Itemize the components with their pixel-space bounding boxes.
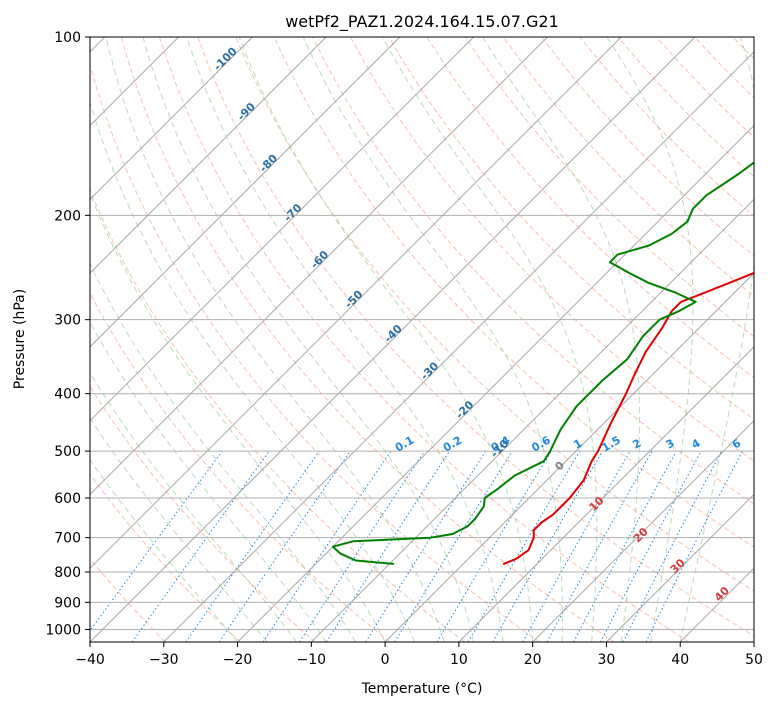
mixing-ratio-line: [90, 450, 223, 632]
dry-adiabat-line: [90, 557, 166, 642]
mixing-ratio-line: [131, 450, 270, 642]
temperature-profile-line: [502, 271, 754, 565]
isotherm-line: [90, 37, 401, 348]
moist-adiabat-line: [186, 37, 504, 642]
x-tick-label: −30: [149, 652, 179, 668]
dry-adiabat-line: [90, 473, 241, 642]
y-tick-label: 700: [54, 531, 81, 547]
mixing-ratio-line: [645, 450, 743, 642]
x-tick-label: 50: [745, 652, 763, 668]
isotherm-line: [90, 37, 622, 569]
isotherm-line: [310, 198, 754, 642]
moist-adiabat-line: [142, 37, 475, 642]
dewpoint-profile-line: [331, 161, 754, 565]
dry-adiabat-line: [90, 62, 540, 642]
isotherm-line: [532, 419, 754, 642]
moist-adiabat-line: [679, 37, 754, 642]
plot-area: 0.10.20.40.611.52346810131620253036-100-…: [90, 37, 754, 642]
dry-adiabat-line: [426, 37, 754, 379]
chart-title: wetPf2_PAZ1.2024.164.15.07.G21: [285, 12, 559, 32]
x-tick-label: −40: [75, 652, 105, 668]
mixing-ratio-line: [522, 450, 631, 642]
dry-adiabat-line: [273, 37, 754, 548]
dry-adiabat-line: [90, 385, 316, 642]
dry-adiabat-line: [464, 37, 754, 338]
profile-series: [331, 161, 754, 565]
y-tick-label: 200: [54, 208, 81, 224]
x-tick-label: 40: [671, 652, 689, 668]
skewed-isotherms: [90, 37, 754, 642]
y-axis-ticks: 100 200 300 400 500 600 700 800 900 1000: [45, 30, 90, 638]
x-axis-label: Temperature (°C): [361, 681, 483, 697]
y-tick-label: 500: [54, 444, 81, 460]
y-tick-label: 600: [54, 491, 81, 507]
isotherm-line: [90, 37, 327, 274]
moist-adiabat-line: [238, 37, 534, 642]
isotherm-line: [384, 272, 754, 642]
moist-adiabat-line: [90, 371, 297, 642]
isotherm-line: [237, 124, 754, 642]
mixing-ratio-line: [299, 450, 426, 642]
mixing-ratio-line: [262, 450, 392, 642]
dry-adiabat-line: [350, 37, 754, 462]
isotherm-line: [458, 346, 754, 642]
moist-adiabat-line: [482, 37, 640, 642]
x-tick-label: −10: [297, 652, 327, 668]
moist-adiabat-line: [606, 37, 694, 642]
mixing-ratio-line: [546, 450, 653, 642]
y-tick-label: 1000: [45, 622, 81, 638]
y-axis-label: Pressure (hPa): [12, 289, 28, 389]
x-tick-label: 10: [450, 652, 468, 668]
moist-adiabat-line: [90, 192, 386, 642]
isotherm-line: [90, 37, 696, 642]
x-tick-label: −20: [223, 652, 253, 668]
mixing-ratio-line: [218, 450, 351, 642]
y-tick-label: 900: [54, 595, 81, 611]
mixing-ratio-lines: [90, 450, 743, 642]
mixing-ratio-line: [573, 450, 677, 642]
y-tick-label: 300: [54, 313, 81, 329]
dry-adiabat-line: [235, 37, 754, 592]
isotherm-line: [90, 37, 253, 201]
dry-adiabat-line: [90, 292, 391, 642]
dry-adiabat-line: [159, 37, 690, 642]
moist-adiabat-line: [90, 321, 327, 642]
moist-adiabat-line: [90, 459, 238, 642]
dry-adiabat-line: [90, 188, 465, 642]
moist-adiabats: [90, 37, 754, 642]
x-tick-label: 20: [524, 652, 542, 668]
dry-adiabat-line: [120, 37, 615, 642]
moist-adiabat-line: [302, 37, 563, 642]
moist-adiabat-line: [90, 262, 357, 642]
isotherm-line: [606, 493, 754, 642]
isotherm-line: [90, 37, 548, 496]
moist-adiabat-line: [105, 37, 445, 642]
isotherm-line: [163, 51, 754, 642]
y-tick-label: 100: [54, 30, 81, 46]
mixing-ratio-line: [394, 450, 513, 642]
x-axis-ticks: −40 −30 −20 −10 0 10 20 30 40 50: [75, 642, 763, 668]
isotherm-line: [90, 37, 475, 422]
mixing-ratio-line: [185, 450, 320, 642]
mixing-ratio-line: [325, 450, 450, 642]
moist-adiabat-line: [90, 417, 268, 642]
plot-frame: [89, 36, 755, 643]
y-tick-label: 800: [54, 565, 81, 581]
x-tick-label: 0: [381, 652, 390, 668]
x-tick-label: 30: [598, 652, 616, 668]
y-tick-label: 400: [54, 387, 81, 403]
moist-adiabat-line: [382, 37, 598, 642]
